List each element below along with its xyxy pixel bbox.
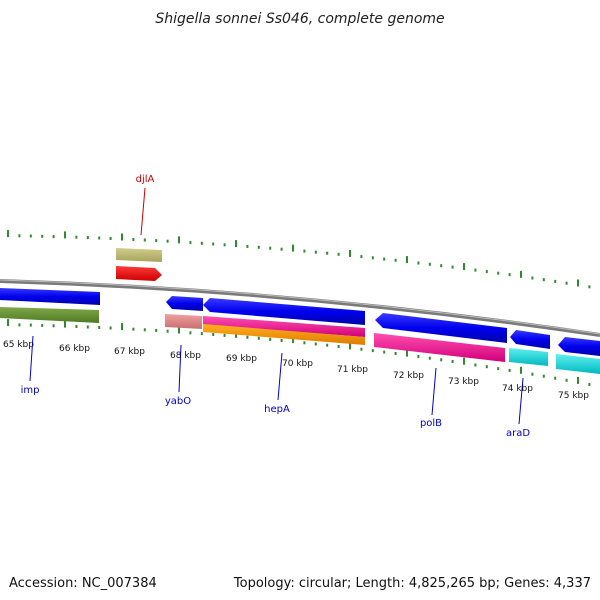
leader-djlA <box>140 187 146 236</box>
scale-label: 68 kbp <box>170 351 201 361</box>
scale-label: 65 kbp <box>3 340 34 350</box>
gene-feature-edge-cyan <box>556 354 600 374</box>
outer-tick-track <box>7 230 591 289</box>
gene-label-araD: araD <box>506 428 530 439</box>
gene-feature-yabO-box <box>165 314 202 329</box>
gene-feature-djlA-khaki <box>116 248 162 262</box>
scale-labels: 65 kbp 66 kbp 67 kbp 68 kbp 69 kbp 70 kb… <box>3 340 589 401</box>
genome-backbone <box>0 279 600 337</box>
accession-text: Accession: NC_007384 <box>9 576 157 591</box>
scale-label: 69 kbp <box>226 354 257 364</box>
scale-label: 73 kbp <box>448 377 479 387</box>
gene-feature-hepA-arrow <box>203 298 365 325</box>
gene-feature-imp-blue <box>0 288 100 305</box>
leader-hepA <box>277 352 283 401</box>
scale-label: 70 kbp <box>282 359 313 369</box>
gene-feature-hepA-pink <box>203 316 365 337</box>
gene-labels: imp yabO hepA polB araD djlA <box>21 174 531 439</box>
gene-feature-imp-green <box>0 307 99 323</box>
gene-feature-polB-pink <box>374 333 505 362</box>
gene-feature-polB-arrow <box>375 313 507 343</box>
genome-summary-text: Topology: circular; Length: 4,825,265 bp… <box>233 576 591 591</box>
leader-imp <box>29 335 34 382</box>
genome-backbone-highlight <box>0 279 600 335</box>
leader-araD <box>518 377 524 425</box>
gene-label-polB: polB <box>420 418 442 429</box>
gene-feature-yabO-arrow <box>166 296 203 311</box>
gene-feature-araD-arrow <box>510 330 550 349</box>
gene-label-leaders <box>29 187 524 425</box>
gene-feature-hepA-orange <box>203 324 365 345</box>
gene-label-djlA: djlA <box>136 174 155 185</box>
gene-feature-edge-arrow <box>558 337 600 356</box>
gene-label-imp: imp <box>21 385 40 396</box>
gene-label-yabO: yabO <box>165 396 191 407</box>
gene-features <box>0 248 600 374</box>
scale-label: 72 kbp <box>393 371 424 381</box>
leader-polB <box>431 367 437 416</box>
page-title: Shigella sonnei Ss046, complete genome <box>155 11 444 27</box>
scale-label: 71 kbp <box>337 365 368 375</box>
gene-feature-djlA-arrow <box>116 266 162 281</box>
scale-label: 67 kbp <box>114 347 145 357</box>
scale-label: 74 kbp <box>502 384 533 394</box>
leader-yabO <box>178 344 182 393</box>
gene-label-hepA: hepA <box>264 404 290 415</box>
scale-label: 66 kbp <box>59 344 90 354</box>
scale-label: 75 kbp <box>558 391 589 401</box>
gene-feature-araD-cyan <box>509 348 548 366</box>
